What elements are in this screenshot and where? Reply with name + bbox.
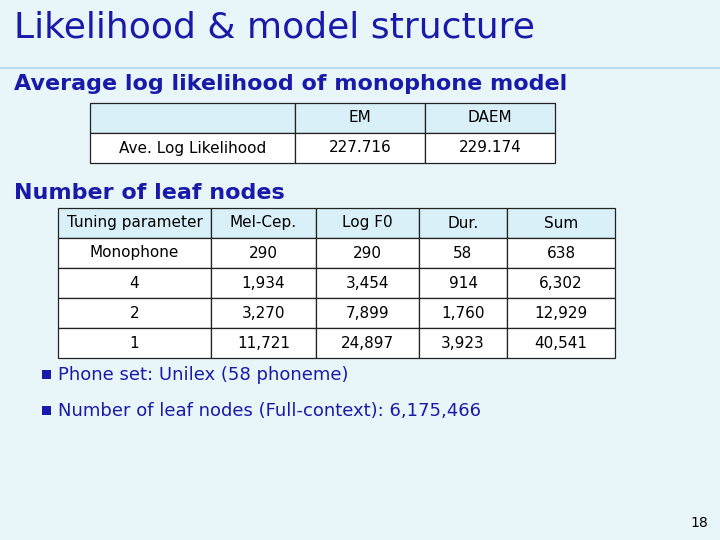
Text: 11,721: 11,721	[237, 335, 290, 350]
FancyBboxPatch shape	[507, 298, 615, 328]
Text: 290: 290	[249, 246, 278, 260]
FancyBboxPatch shape	[211, 238, 316, 268]
FancyBboxPatch shape	[419, 328, 507, 358]
FancyBboxPatch shape	[295, 133, 425, 163]
FancyBboxPatch shape	[507, 208, 615, 238]
Text: 3,923: 3,923	[441, 335, 485, 350]
Text: 58: 58	[454, 246, 472, 260]
FancyBboxPatch shape	[58, 328, 211, 358]
FancyBboxPatch shape	[507, 328, 615, 358]
FancyBboxPatch shape	[211, 268, 316, 298]
Text: 1,934: 1,934	[242, 275, 285, 291]
FancyBboxPatch shape	[211, 298, 316, 328]
FancyBboxPatch shape	[419, 268, 507, 298]
FancyBboxPatch shape	[42, 370, 51, 379]
Text: Ave. Log Likelihood: Ave. Log Likelihood	[119, 140, 266, 156]
FancyBboxPatch shape	[425, 103, 555, 133]
Text: Log F0: Log F0	[342, 215, 393, 231]
Text: Monophone: Monophone	[90, 246, 179, 260]
Text: Likelihood & model structure: Likelihood & model structure	[14, 10, 535, 44]
Text: 18: 18	[690, 516, 708, 530]
FancyBboxPatch shape	[90, 103, 295, 133]
Text: 2: 2	[130, 306, 139, 321]
FancyBboxPatch shape	[419, 208, 507, 238]
FancyBboxPatch shape	[58, 238, 211, 268]
Text: 290: 290	[353, 246, 382, 260]
Text: 227.716: 227.716	[328, 140, 392, 156]
FancyBboxPatch shape	[58, 268, 211, 298]
FancyBboxPatch shape	[42, 406, 51, 415]
FancyBboxPatch shape	[316, 268, 419, 298]
Text: 7,899: 7,899	[346, 306, 390, 321]
FancyBboxPatch shape	[507, 268, 615, 298]
Text: Sum: Sum	[544, 215, 578, 231]
FancyBboxPatch shape	[211, 328, 316, 358]
Text: 1: 1	[130, 335, 139, 350]
Text: 40,541: 40,541	[534, 335, 588, 350]
FancyBboxPatch shape	[58, 298, 211, 328]
FancyBboxPatch shape	[419, 298, 507, 328]
Text: 4: 4	[130, 275, 139, 291]
Text: 24,897: 24,897	[341, 335, 394, 350]
FancyBboxPatch shape	[58, 208, 211, 238]
Text: 914: 914	[449, 275, 477, 291]
FancyBboxPatch shape	[316, 328, 419, 358]
Text: 6,302: 6,302	[539, 275, 582, 291]
FancyBboxPatch shape	[316, 238, 419, 268]
Text: 638: 638	[546, 246, 575, 260]
Text: Phone set: Unilex (58 phoneme): Phone set: Unilex (58 phoneme)	[58, 366, 348, 384]
FancyBboxPatch shape	[507, 238, 615, 268]
Text: EM: EM	[348, 111, 372, 125]
Text: Number of leaf nodes (Full-context): 6,175,466: Number of leaf nodes (Full-context): 6,1…	[58, 402, 481, 420]
FancyBboxPatch shape	[316, 298, 419, 328]
Text: Dur.: Dur.	[447, 215, 479, 231]
Text: 3,270: 3,270	[242, 306, 285, 321]
Text: Number of leaf nodes: Number of leaf nodes	[14, 183, 284, 203]
Text: Tuning parameter: Tuning parameter	[66, 215, 202, 231]
Text: DAEM: DAEM	[468, 111, 513, 125]
FancyBboxPatch shape	[419, 238, 507, 268]
Text: 229.174: 229.174	[459, 140, 521, 156]
Text: Mel-Cep.: Mel-Cep.	[230, 215, 297, 231]
FancyBboxPatch shape	[211, 208, 316, 238]
FancyBboxPatch shape	[295, 103, 425, 133]
Text: 12,929: 12,929	[534, 306, 588, 321]
Text: 3,454: 3,454	[346, 275, 390, 291]
FancyBboxPatch shape	[316, 208, 419, 238]
FancyBboxPatch shape	[425, 133, 555, 163]
Text: Average log likelihood of monophone model: Average log likelihood of monophone mode…	[14, 74, 567, 94]
Text: 1,760: 1,760	[441, 306, 485, 321]
FancyBboxPatch shape	[90, 133, 295, 163]
